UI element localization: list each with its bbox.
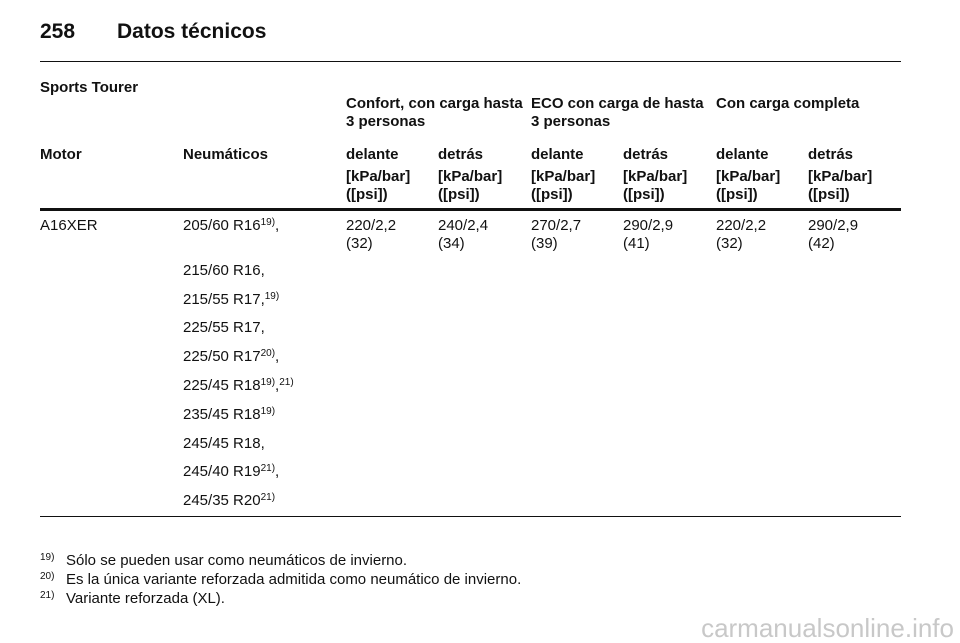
unit-label: ([psi]) xyxy=(623,186,665,203)
column-header: delante xyxy=(716,146,769,163)
header-rule xyxy=(40,61,901,62)
footnote-mark: 20) xyxy=(40,571,55,582)
footnote-mark: 19) xyxy=(40,552,55,563)
pressure-value: (32) xyxy=(716,235,743,252)
unit-label: [kPa/bar] xyxy=(623,168,688,185)
group-header: Confort, con carga hasta xyxy=(346,95,523,112)
section-title: Sports Tourer xyxy=(40,79,139,96)
column-header: detrás xyxy=(623,146,669,163)
tire-text: 215/55 R17, xyxy=(183,291,265,308)
group-header: 3 personas xyxy=(346,113,426,130)
pressure-value: (41) xyxy=(623,235,650,252)
pressure-value: (34) xyxy=(438,235,465,252)
pressure-value: 290/2,9 xyxy=(623,217,674,234)
tire-size: 225/45 R1819),21) xyxy=(183,377,294,395)
unit-label: ([psi]) xyxy=(438,186,480,203)
tire-text: 245/35 R20 xyxy=(183,492,261,509)
column-header: Neumáticos xyxy=(183,146,269,163)
tire-text: , xyxy=(275,217,280,234)
tire-text: 225/45 R18 xyxy=(183,377,261,394)
tire-size: 245/40 R1921), xyxy=(183,463,279,481)
footnote-mark: 21) xyxy=(40,590,55,601)
tire-text: , xyxy=(275,348,280,365)
unit-label: [kPa/bar] xyxy=(716,168,781,185)
page-number: 258 xyxy=(40,20,76,43)
tire-text: 225/50 R17 xyxy=(183,348,261,365)
footnote-text: Variante reforzada (XL). xyxy=(66,590,225,607)
tire-size: 245/35 R2021) xyxy=(183,492,275,510)
column-header: Motor xyxy=(40,146,82,163)
pressure-value: (39) xyxy=(531,235,558,252)
footnote-ref: 19) xyxy=(264,291,280,302)
footnote-ref: 21) xyxy=(260,463,276,474)
unit-label: ([psi]) xyxy=(531,186,573,203)
tire-text: 205/60 R16 xyxy=(183,217,261,234)
footnote-ref: 19) xyxy=(260,377,276,388)
footnote-ref: 19) xyxy=(260,406,276,417)
tire-text: 225/55 R17, xyxy=(183,319,265,336)
tire-size: 235/45 R1819) xyxy=(183,406,275,424)
column-header: delante xyxy=(346,146,399,163)
tire-text: 235/45 R18 xyxy=(183,406,261,423)
unit-label: ([psi]) xyxy=(808,186,850,203)
tire-size: 215/55 R17,19) xyxy=(183,291,279,309)
tire-text: 245/40 R19 xyxy=(183,463,261,480)
footnote-ref: 20) xyxy=(260,348,276,359)
pressure-value: 240/2,4 xyxy=(438,217,489,234)
footnote-ref: 19) xyxy=(260,217,276,228)
column-header: detrás xyxy=(438,146,484,163)
watermark: carmanualsonline.info xyxy=(701,613,954,643)
unit-label: [kPa/bar] xyxy=(346,168,411,185)
pressure-value: (32) xyxy=(346,235,373,252)
tire-text: 215/60 R16, xyxy=(183,262,265,279)
column-header: detrás xyxy=(808,146,854,163)
unit-label: [kPa/bar] xyxy=(531,168,596,185)
pressure-value: 270/2,7 xyxy=(531,217,582,234)
tire-text: , xyxy=(275,463,280,480)
tire-size: 205/60 R1619), xyxy=(183,217,279,235)
footnote-ref: 21) xyxy=(260,492,276,503)
column-header: delante xyxy=(531,146,584,163)
unit-label: [kPa/bar] xyxy=(438,168,503,185)
unit-label: ([psi]) xyxy=(346,186,388,203)
footnote-text: Sólo se pueden usar como neumáticos de i… xyxy=(66,552,408,569)
footnote-ref: 21) xyxy=(279,377,294,388)
pressure-value: (42) xyxy=(808,235,835,252)
tire-size: 245/45 R18, xyxy=(183,435,265,453)
group-header: Con carga completa xyxy=(716,95,860,112)
tire-text: 245/45 R18, xyxy=(183,435,265,452)
unit-label: [kPa/bar] xyxy=(808,168,873,185)
page-title: Datos técnicos xyxy=(117,20,267,43)
group-header: ECO con carga de hasta xyxy=(531,95,704,112)
table-end-rule xyxy=(40,516,901,517)
pressure-value: 290/2,9 xyxy=(808,217,859,234)
tire-size: 215/60 R16, xyxy=(183,262,265,280)
group-header: 3 personas xyxy=(531,113,611,130)
motor-cell: A16XER xyxy=(40,217,98,234)
tire-size: 225/50 R1720), xyxy=(183,348,279,366)
tire-text: , xyxy=(275,377,280,394)
tire-size: 225/55 R17, xyxy=(183,319,265,337)
pressure-value: 220/2,2 xyxy=(346,217,397,234)
table-head-rule xyxy=(40,208,901,211)
footnote-text: Es la única variante reforzada admitida … xyxy=(66,571,522,588)
unit-label: ([psi]) xyxy=(716,186,758,203)
pressure-value: 220/2,2 xyxy=(716,217,767,234)
